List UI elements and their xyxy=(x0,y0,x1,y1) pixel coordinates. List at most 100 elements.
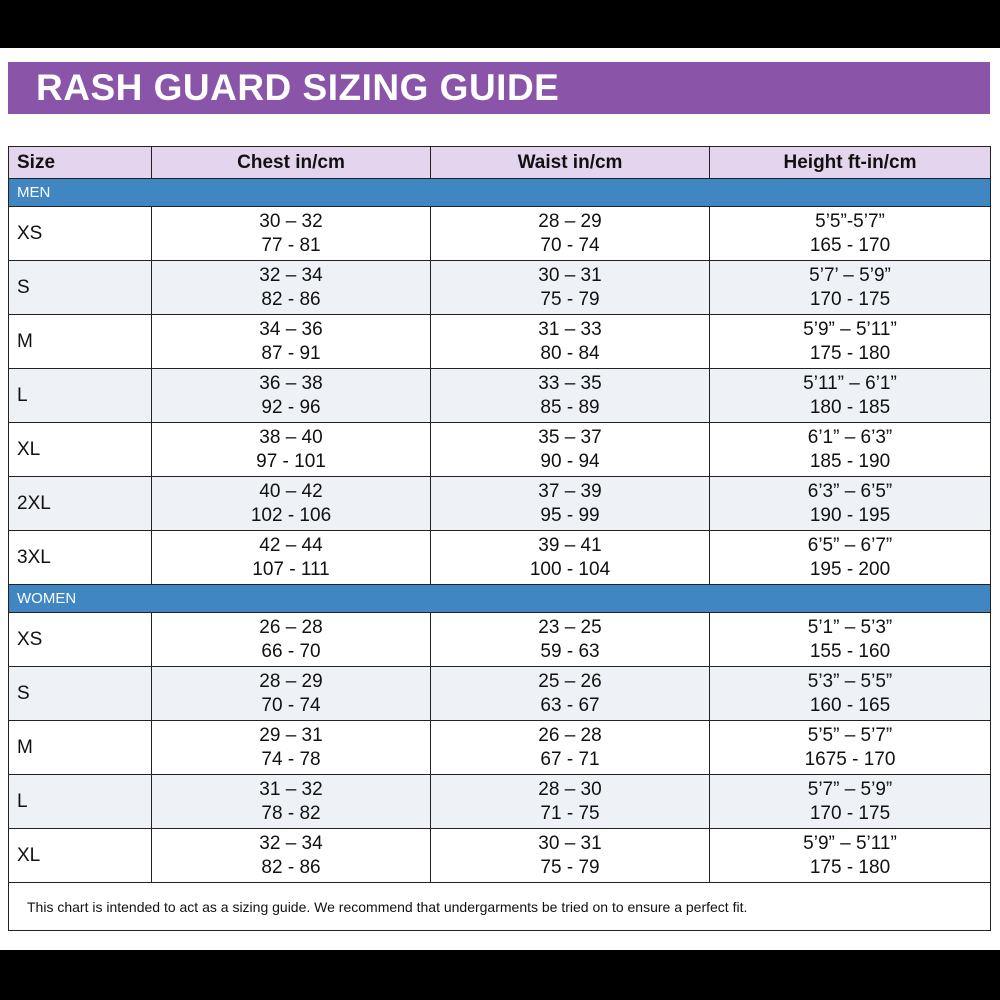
metric-value: 170 - 175 xyxy=(809,802,891,824)
metric-value: 195 - 200 xyxy=(809,558,891,580)
metric-value: 107 - 111 xyxy=(252,558,330,580)
measure-cell: 5’9” – 5’11” 175 - 180 xyxy=(709,828,991,883)
imperial-value: 26 – 28 xyxy=(259,616,323,638)
metric-value: 190 - 195 xyxy=(809,504,891,526)
data-row: L 31 – 32 78 - 82 28 – 30 71 - 75 5’7” – 5’9”… xyxy=(8,774,991,829)
measure-cell: 29 – 31 74 - 78 xyxy=(151,720,431,775)
metric-value: 77 - 81 xyxy=(261,234,321,256)
metric-value: 180 - 185 xyxy=(809,396,891,418)
data-row: S 28 – 29 70 - 74 25 – 26 63 - 67 5’3” – 5’5”… xyxy=(8,666,991,721)
imperial-value: 5’9” – 5’11” xyxy=(803,832,897,854)
imperial-value: 30 – 32 xyxy=(259,210,323,232)
measure-cell: 5’5” – 5’7” 1675 - 170 xyxy=(709,720,991,775)
imperial-value: 23 – 25 xyxy=(538,616,602,638)
data-row: S 32 – 34 82 - 86 30 – 31 75 - 79 5’7’ – 5’9”… xyxy=(8,260,991,315)
measure-cell: 31 – 33 80 - 84 xyxy=(430,314,710,369)
metric-value: 78 - 82 xyxy=(261,802,321,824)
measure-cell: 6’5” – 6’7” 195 - 200 xyxy=(709,530,991,585)
metric-value: 75 - 79 xyxy=(540,288,600,310)
metric-value: 82 - 86 xyxy=(261,856,321,878)
imperial-value: 5’7” – 5’9” xyxy=(807,778,893,800)
data-row: M 29 – 31 74 - 78 26 – 28 67 - 71 5’5” – 5’7”… xyxy=(8,720,991,775)
data-row: 2XL 40 – 42 102 - 106 37 – 39 95 - 99 6’3” – … xyxy=(8,476,991,531)
data-row: M 34 – 36 87 - 91 31 – 33 80 - 84 5’9” – 5’11… xyxy=(8,314,991,369)
measure-cell: 34 – 36 87 - 91 xyxy=(151,314,431,369)
measure-cell: 5’3” – 5’5” 160 - 165 xyxy=(709,666,991,721)
size-cell: S xyxy=(8,260,152,315)
measure-cell: 36 – 38 92 - 96 xyxy=(151,368,431,423)
bottom-bar xyxy=(0,950,1000,1000)
table-body: Size Chest in/cm Waist in/cm Height ft-in/c… xyxy=(8,146,991,931)
imperial-value: 28 – 30 xyxy=(538,778,602,800)
measure-cell: 39 – 41 100 - 104 xyxy=(430,530,710,585)
measure-cell: 28 – 29 70 - 74 xyxy=(151,666,431,721)
metric-value: 87 - 91 xyxy=(261,342,321,364)
measure-cell: 28 – 29 70 - 74 xyxy=(430,206,710,261)
metric-value: 75 - 79 xyxy=(540,856,600,878)
metric-value: 59 - 63 xyxy=(540,640,600,662)
group-row: MEN xyxy=(8,178,991,207)
metric-value: 67 - 71 xyxy=(540,748,600,770)
metric-value: 82 - 86 xyxy=(261,288,321,310)
metric-value: 71 - 75 xyxy=(540,802,600,824)
measure-cell: 40 – 42 102 - 106 xyxy=(151,476,431,531)
imperial-value: 5’1” – 5’3” xyxy=(807,616,893,638)
metric-value: 70 - 74 xyxy=(540,234,600,256)
metric-value: 80 - 84 xyxy=(540,342,600,364)
measure-cell: 28 – 30 71 - 75 xyxy=(430,774,710,829)
metric-value: 170 - 175 xyxy=(809,288,891,310)
imperial-value: 5’11” – 6’1” xyxy=(803,372,897,394)
measure-cell: 26 – 28 66 - 70 xyxy=(151,612,431,667)
metric-value: 102 - 106 xyxy=(250,504,332,526)
measure-cell: 6’3” – 6’5” 190 - 195 xyxy=(709,476,991,531)
measure-cell: 42 – 44 107 - 111 xyxy=(151,530,431,585)
metric-value: 185 - 190 xyxy=(809,450,891,472)
size-cell: XL xyxy=(8,422,152,477)
measure-cell: 5’9” – 5’11” 175 - 180 xyxy=(709,314,991,369)
metric-value: 95 - 99 xyxy=(540,504,600,526)
imperial-value: 32 – 34 xyxy=(259,832,323,854)
measure-cell: 38 – 40 97 - 101 xyxy=(151,422,431,477)
measure-cell: 5’7” – 5’9” 170 - 175 xyxy=(709,774,991,829)
data-row: XL 38 – 40 97 - 101 35 – 37 90 - 94 6’1” – 6’… xyxy=(8,422,991,477)
size-cell: XS xyxy=(8,612,152,667)
measure-cell: 35 – 37 90 - 94 xyxy=(430,422,710,477)
size-cell: L xyxy=(8,774,152,829)
metric-value: 175 - 180 xyxy=(809,342,891,364)
measure-cell: 31 – 32 78 - 82 xyxy=(151,774,431,829)
metric-value: 1675 - 170 xyxy=(804,748,896,770)
measure-cell: 5’11” – 6’1” 180 - 185 xyxy=(709,368,991,423)
imperial-value: 5’9” – 5’11” xyxy=(803,318,897,340)
metric-value: 90 - 94 xyxy=(540,450,600,472)
imperial-value: 39 – 41 xyxy=(538,534,602,556)
imperial-value: 5’7’ – 5’9” xyxy=(809,264,891,286)
data-row: XS 30 – 32 77 - 81 28 – 29 70 - 74 5’5”-5’7” 1… xyxy=(8,206,991,261)
imperial-value: 25 – 26 xyxy=(538,670,602,692)
metric-value: 175 - 180 xyxy=(809,856,891,878)
data-row: XL 32 – 34 82 - 86 30 – 31 75 - 79 5’9” – 5’1… xyxy=(8,828,991,883)
imperial-value: 34 – 36 xyxy=(259,318,323,340)
measure-cell: 26 – 28 67 - 71 xyxy=(430,720,710,775)
metric-value: 100 - 104 xyxy=(529,558,611,580)
imperial-value: 42 – 44 xyxy=(259,534,323,556)
imperial-value: 37 – 39 xyxy=(538,480,602,502)
metric-value: 92 - 96 xyxy=(261,396,321,418)
measure-cell: 6’1” – 6’3” 185 - 190 xyxy=(709,422,991,477)
column-header: Chest in/cm xyxy=(151,146,431,179)
data-row: XS 26 – 28 66 - 70 23 – 25 59 - 63 5’1” – 5’3… xyxy=(8,612,991,667)
metric-value: 97 - 101 xyxy=(256,450,326,472)
imperial-value: 6’1” – 6’3” xyxy=(807,426,893,448)
measure-cell: 23 – 25 59 - 63 xyxy=(430,612,710,667)
data-row: L 36 – 38 92 - 96 33 – 35 85 - 89 5’11” – 6’1… xyxy=(8,368,991,423)
imperial-value: 5’5”-5’7” xyxy=(815,210,885,232)
imperial-value: 6’5” – 6’7” xyxy=(807,534,893,556)
measure-cell: 25 – 26 63 - 67 xyxy=(430,666,710,721)
data-row: 3XL 42 – 44 107 - 111 39 – 41 100 - 104 6’5” … xyxy=(8,530,991,585)
imperial-value: 5’5” – 5’7” xyxy=(807,724,893,746)
column-header: Waist in/cm xyxy=(430,146,710,179)
measure-cell: 32 – 34 82 - 86 xyxy=(151,260,431,315)
metric-value: 74 - 78 xyxy=(261,748,321,770)
measure-cell: 33 – 35 85 - 89 xyxy=(430,368,710,423)
metric-value: 70 - 74 xyxy=(261,694,321,716)
